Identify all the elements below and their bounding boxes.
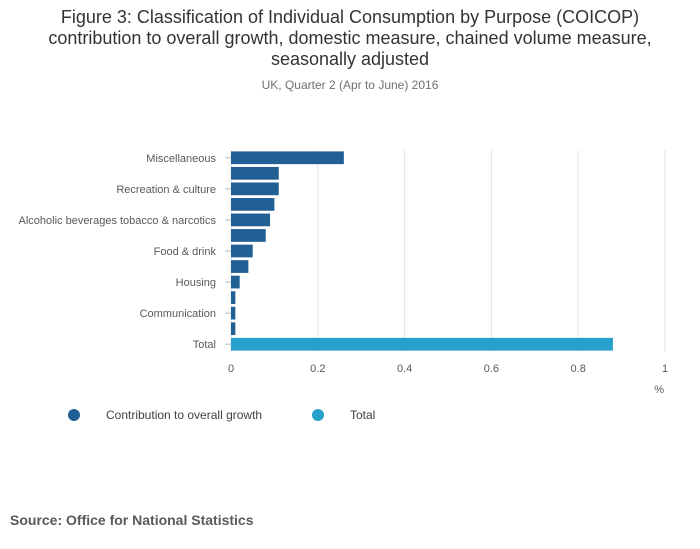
bar[interactable] — [231, 166, 279, 180]
category-label: Communication — [140, 308, 216, 320]
legend-label-total: Total — [350, 408, 376, 422]
legend-item-contribution[interactable]: Contribution to overall growth — [68, 405, 262, 425]
grid-lines — [230, 150, 666, 352]
bar[interactable] — [231, 229, 266, 242]
bar[interactable] — [231, 306, 236, 320]
legend-label-contribution: Contribution to overall growth — [106, 408, 263, 422]
category-label: Total — [193, 339, 216, 351]
x-tick-label: 0.4 — [397, 363, 412, 375]
x-axis-label: % — [654, 384, 664, 396]
bar[interactable] — [231, 260, 249, 273]
bar[interactable] — [231, 198, 275, 211]
chart-subtitle: UK, Quarter 2 (Apr to June) 2016 — [261, 78, 439, 92]
chart-title: Figure 3: Classification of Individual C… — [48, 7, 652, 69]
bar[interactable] — [231, 291, 236, 304]
x-tick-label: 0 — [228, 363, 234, 375]
bar[interactable] — [231, 244, 253, 258]
legend-dot-icon — [312, 409, 324, 421]
category-label: Miscellaneous — [146, 153, 216, 165]
x-tick-label: 0.6 — [484, 363, 499, 375]
category-label: Recreation & culture — [116, 184, 216, 196]
category-label: Food & drink — [154, 246, 217, 258]
category-label: Alcoholic beverages tobacco & narcotics — [19, 215, 217, 227]
legend-dot-icon — [68, 409, 80, 421]
bar[interactable] — [231, 337, 613, 351]
category-label: Housing — [176, 277, 216, 289]
x-axis-ticks: 0 0.2 0.4 0.6 0.8 1 — [228, 363, 668, 375]
source-note: Source: Office for National Statistics — [10, 512, 254, 528]
category-labels: Miscellaneous Recreation & culture Alcohol… — [19, 153, 231, 351]
x-tick-label: 0.2 — [310, 363, 325, 375]
bar[interactable] — [231, 151, 344, 165]
legend-item-total[interactable]: Total — [312, 405, 375, 425]
bar[interactable] — [231, 182, 279, 196]
x-tick-label: 0.8 — [571, 363, 586, 375]
bars — [231, 151, 613, 351]
bar[interactable] — [231, 322, 236, 336]
bar[interactable] — [231, 213, 271, 227]
x-tick-label: 1 — [662, 363, 668, 375]
bar[interactable] — [231, 275, 240, 289]
